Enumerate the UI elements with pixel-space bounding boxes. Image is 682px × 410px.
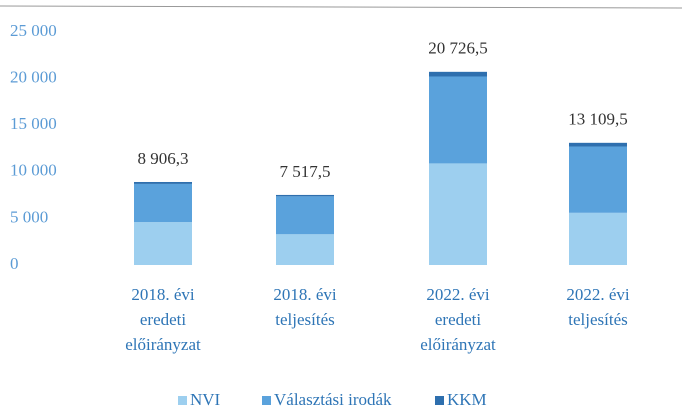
x-tick-label: 2022. évi	[566, 285, 630, 304]
bar-segment	[569, 212, 627, 265]
total-label: 13 109,5	[568, 110, 628, 129]
bar-segment	[134, 181, 192, 184]
bar-segment	[429, 163, 487, 265]
x-tick-label: teljesítés	[568, 310, 627, 329]
legend-label: NVI	[190, 390, 221, 409]
legend-swatch	[435, 396, 444, 405]
y-tick-label: 5 000	[10, 207, 48, 226]
legend-swatch	[262, 396, 271, 405]
bar-segment	[134, 183, 192, 223]
x-tick-label: 2018. évi	[273, 285, 337, 304]
legend-label: KKM	[447, 390, 487, 409]
x-tick-label: előirányzat	[125, 335, 201, 354]
y-tick-label: 15 000	[10, 114, 57, 133]
bar-segment	[429, 71, 487, 77]
bar-segment	[429, 76, 487, 164]
x-tick-label: 2022. évi	[426, 285, 490, 304]
bar-segment	[276, 194, 334, 197]
total-label: 8 906,3	[138, 149, 189, 168]
y-tick-label: 10 000	[10, 161, 57, 180]
x-tick-label: eredeti	[435, 310, 482, 329]
x-tick-label: előirányzat	[420, 335, 496, 354]
bar-segment	[276, 196, 334, 235]
x-tick-label: teljesítés	[275, 310, 334, 329]
y-tick-label: 20 000	[10, 68, 57, 87]
bar-segment	[569, 146, 627, 213]
top-rule	[0, 5, 682, 9]
y-tick-label: 0	[10, 254, 19, 273]
bar-segment	[569, 142, 627, 147]
total-label: 7 517,5	[280, 162, 331, 181]
legend-swatch	[178, 396, 187, 405]
x-tick-label: eredeti	[140, 310, 187, 329]
total-label: 20 726,5	[428, 39, 488, 58]
y-tick-label: 25 000	[10, 21, 57, 40]
bar-segment	[134, 222, 192, 265]
legend-label: Választási irodák	[274, 390, 392, 409]
bar-segment	[276, 234, 334, 265]
x-tick-label: 2018. évi	[131, 285, 195, 304]
